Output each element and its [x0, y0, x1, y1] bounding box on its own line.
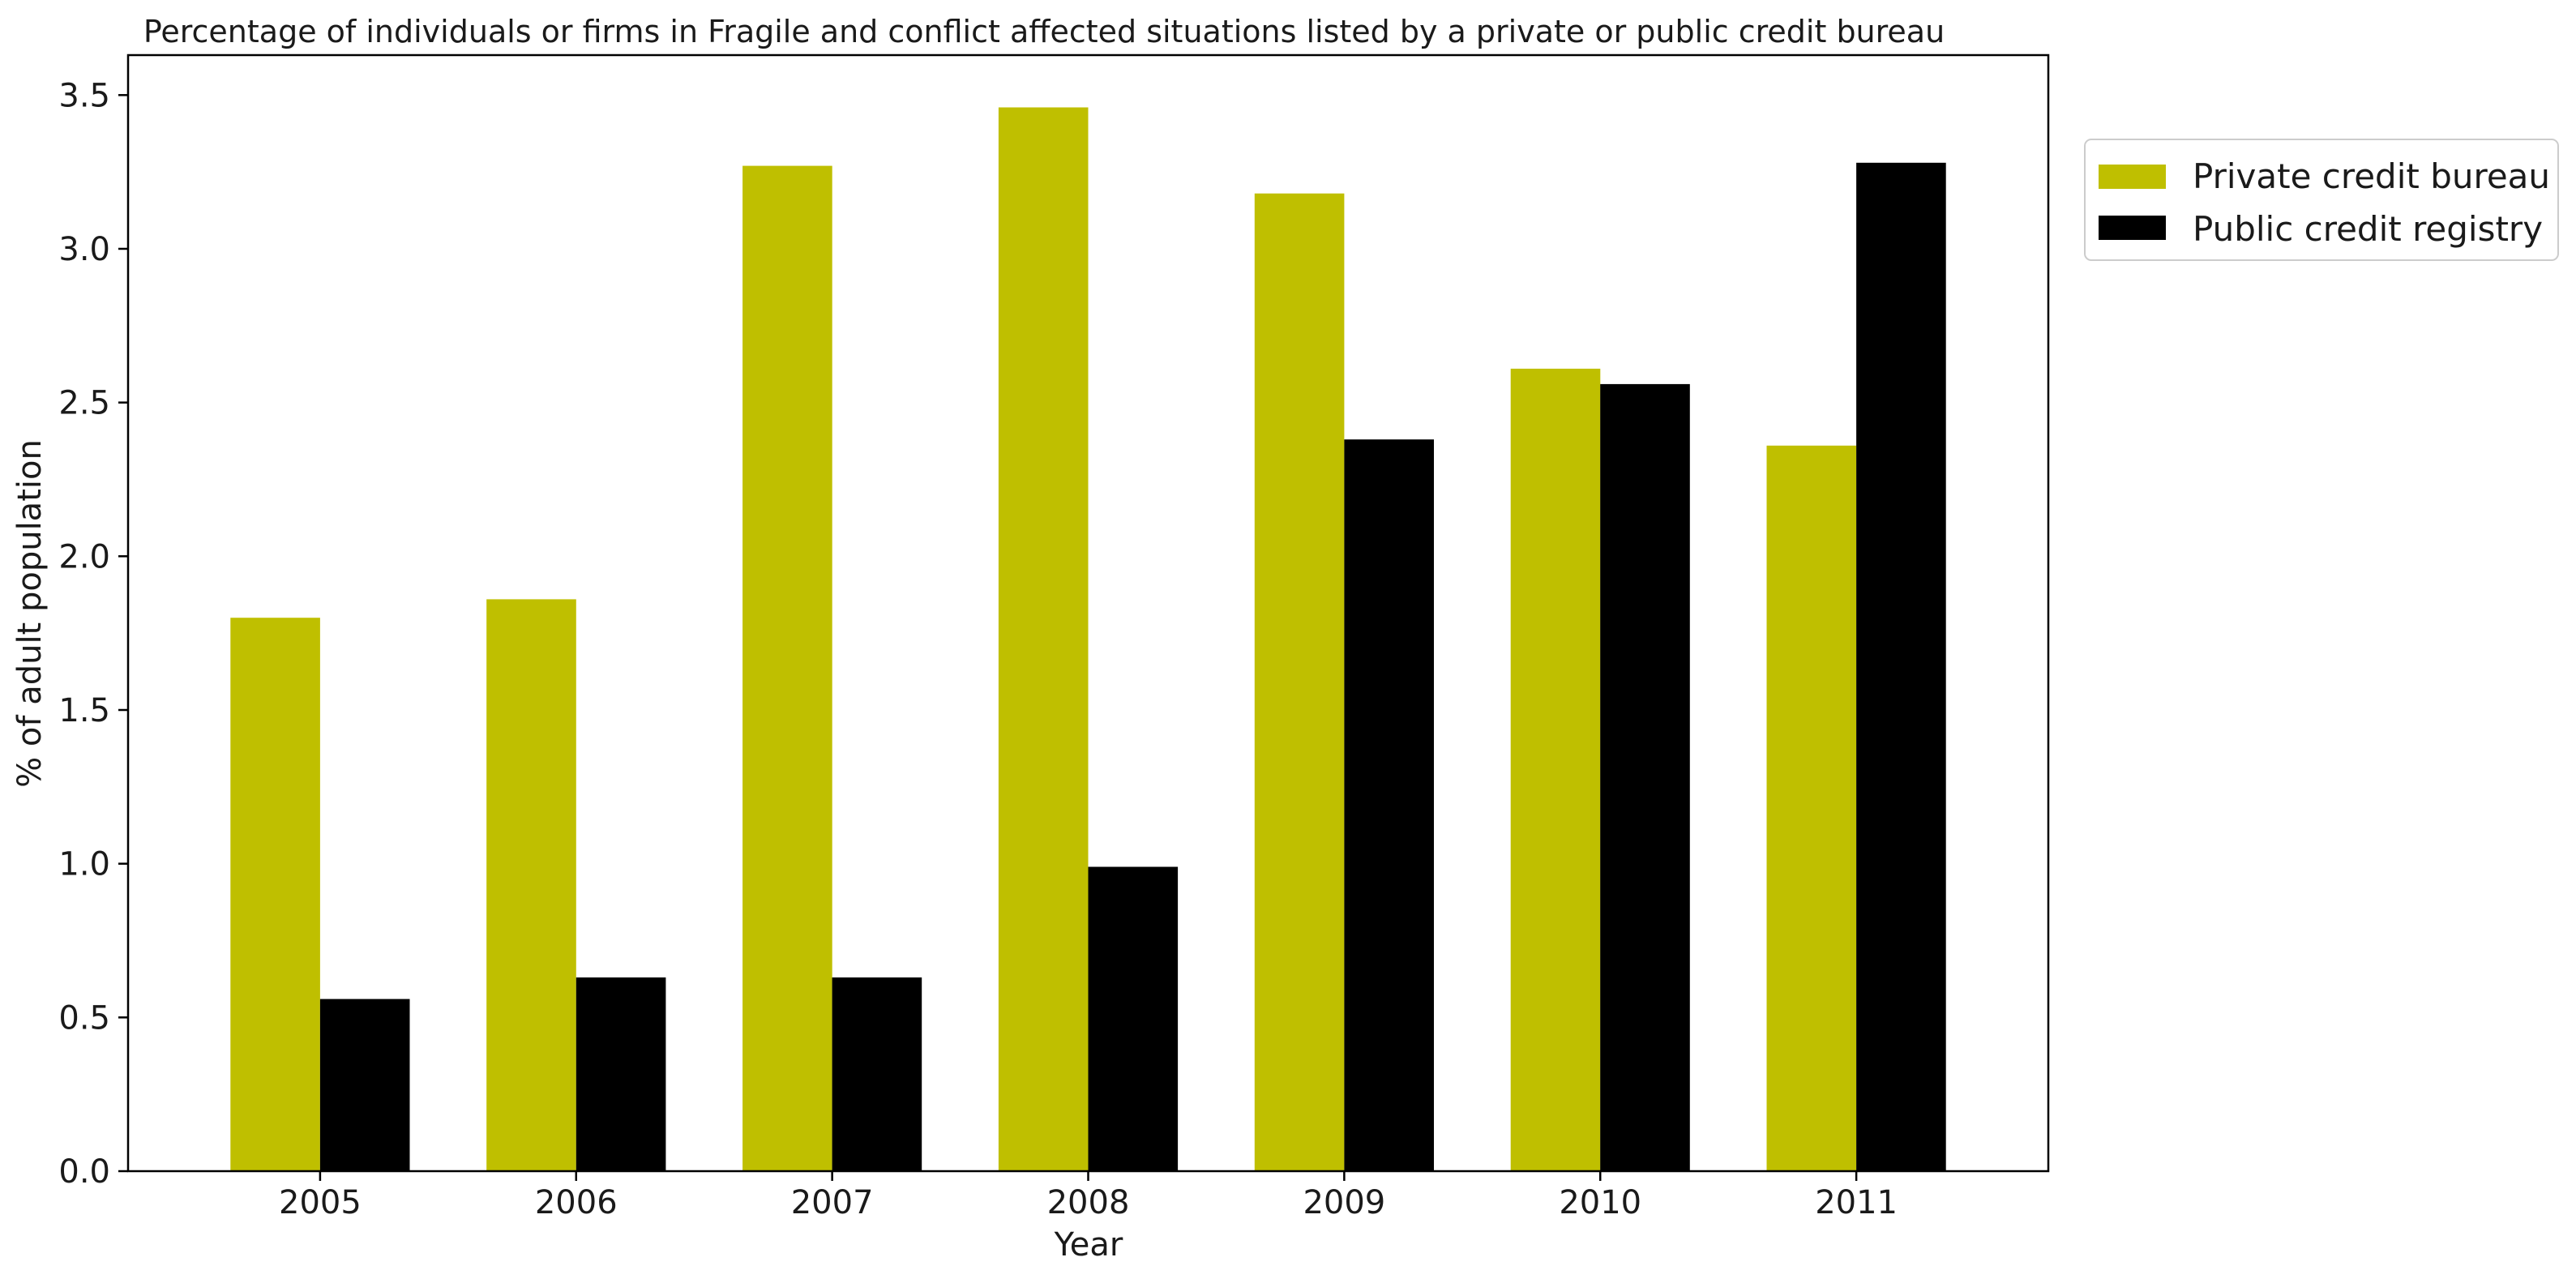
x-tick-label: 2011 — [1815, 1184, 1898, 1221]
bar-private-credit-bureau-2011 — [1766, 445, 1857, 1171]
bar-private-credit-bureau-2008 — [998, 107, 1089, 1171]
y-tick-label: 1.5 — [58, 692, 110, 729]
bar-public-credit-registry-2007 — [832, 977, 922, 1171]
legend-frame — [2084, 139, 2559, 261]
x-tick-label: 2009 — [1303, 1184, 1385, 1221]
plot-frame — [126, 53, 2050, 1173]
legend-swatch-public-credit-registry — [2099, 216, 2166, 240]
bar-private-credit-bureau-2010 — [1510, 368, 1601, 1171]
x-tick-label: 2007 — [791, 1184, 874, 1221]
y-tick-label: 3.0 — [58, 231, 110, 268]
x-tick-label: 2006 — [535, 1184, 618, 1221]
bar-public-credit-registry-2011 — [1856, 162, 1946, 1171]
legend: Private credit bureau Public credit regi… — [2084, 139, 2559, 261]
legend-swatch-private-credit-bureau — [2099, 165, 2166, 189]
y-tick-label: 2.5 — [58, 385, 110, 422]
x-axis-label: Year — [1054, 1226, 1123, 1264]
y-tick-label: 0.0 — [58, 1153, 110, 1191]
bar-public-credit-registry-2006 — [576, 977, 666, 1171]
y-axis: 0.0 0.5 1.0 1.5 2.0 2.5 3.0 3.5 — [58, 77, 128, 1191]
bars-group — [230, 107, 1946, 1172]
chart-title: Percentage of individuals or firms in Fr… — [143, 14, 1945, 49]
bar-private-credit-bureau-2006 — [486, 599, 576, 1171]
bar-private-credit-bureau-2009 — [1254, 193, 1345, 1172]
bar-public-credit-registry-2010 — [1600, 383, 1690, 1171]
legend-label-public-credit-registry: Public credit registry — [2193, 209, 2543, 249]
y-tick-label: 3.5 — [58, 77, 110, 114]
bar-private-credit-bureau-2005 — [230, 618, 320, 1171]
x-axis: 2005 2006 2007 2008 2009 2010 2011 — [279, 1171, 1898, 1221]
x-tick-label: 2008 — [1047, 1184, 1130, 1221]
x-tick-label: 2005 — [279, 1184, 362, 1221]
bar-public-credit-registry-2005 — [319, 999, 410, 1171]
x-tick-label: 2010 — [1559, 1184, 1641, 1221]
y-axis-label: % of adult population — [11, 439, 49, 788]
y-tick-label: 2.0 — [58, 538, 110, 575]
bar-public-credit-registry-2008 — [1088, 866, 1179, 1171]
legend-label-private-credit-bureau: Private credit bureau — [2193, 156, 2550, 196]
bar-private-credit-bureau-2007 — [742, 165, 832, 1172]
bar-public-credit-registry-2009 — [1344, 439, 1434, 1171]
y-tick-label: 0.5 — [58, 999, 110, 1037]
y-tick-label: 1.0 — [58, 846, 110, 883]
